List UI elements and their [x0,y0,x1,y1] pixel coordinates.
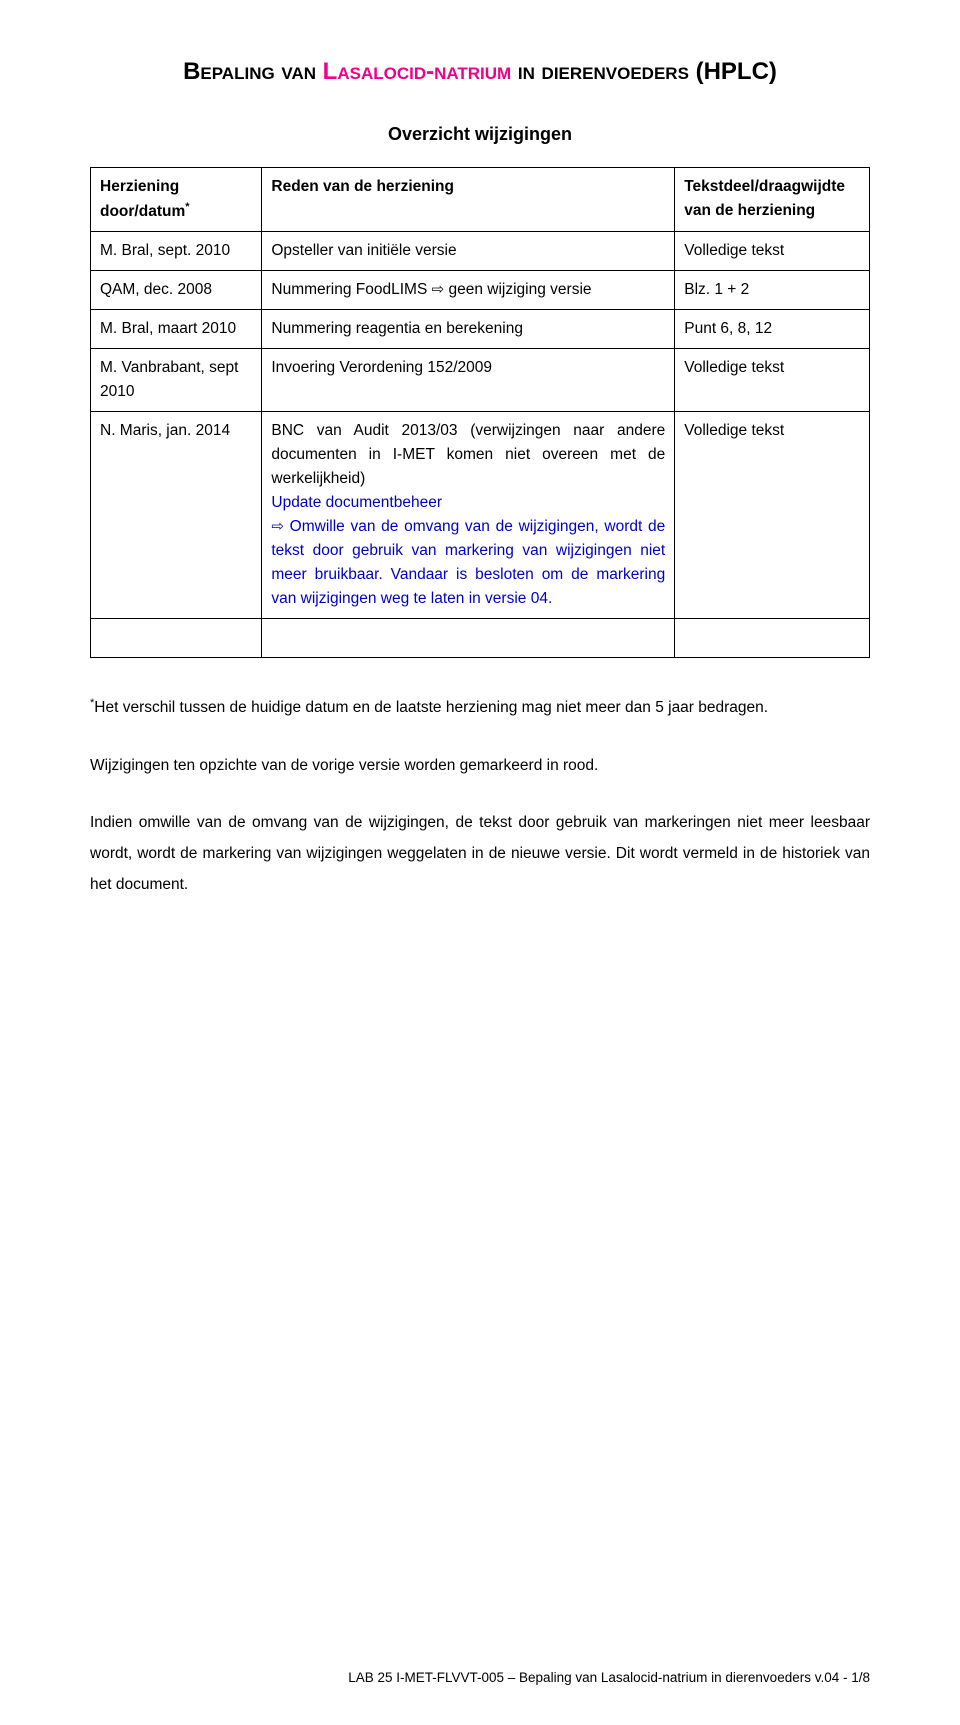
cell-empty [675,619,870,658]
arrow-icon: ⇨ [271,515,284,538]
cell-c3: Volledige tekst [675,412,870,619]
th-c3-l2: van de herziening [684,202,815,219]
footnote: *Het verschil tussen de huidige datum en… [90,692,870,723]
th-c1-l2: door/datum [100,203,185,220]
cell-c2: BNC van Audit 2013/03 (verwijzingen naar… [262,412,675,619]
cell-c3: Blz. 1 + 2 [675,271,870,310]
table-row: N. Maris, jan. 2014 BNC van Audit 2013/0… [91,412,870,619]
page-footer: LAB 25 I-MET-FLVVT-005 – Bepaling van La… [348,1670,870,1685]
cell-c2: Invoering Verordening 152/2009 [262,349,675,412]
cell-c2: Nummering reagentia en berekening [262,310,675,349]
cell-c1: M. Bral, maart 2010 [91,310,262,349]
table-header-tekstdeel: Tekstdeel/draagwijdte van de herziening [675,168,870,232]
cell-c3: Punt 6, 8, 12 [675,310,870,349]
revision-table: Herziening door/datum* Reden van de herz… [90,167,870,658]
table-row: M. Bral, maart 2010 Nummering reagentia … [91,310,870,349]
table-header-reden: Reden van de herziening [262,168,675,232]
th-c1-sup: * [185,201,189,213]
cell-c1: QAM, dec. 2008 [91,271,262,310]
cell-c2: Opsteller van initiële versie [262,232,675,271]
subtitle: Overzicht wijzigingen [90,124,870,145]
cell-c2-p3: ⇨ Omwille van de omvang van de wijziging… [271,515,665,611]
cell-c3: Volledige tekst [675,349,870,412]
cell-c3: Volledige tekst [675,232,870,271]
table-row: M. Bral, sept. 2010 Opsteller van initië… [91,232,870,271]
arrow-icon: ⇨ [432,278,445,301]
table-row-empty [91,619,870,658]
cell-c1: M. Bral, sept. 2010 [91,232,262,271]
cell-c2-p1: BNC van Audit 2013/03 (verwijzingen naar… [271,419,665,491]
th-c1-l1: Herziening [100,178,179,195]
cell-empty [91,619,262,658]
cell-c2-p2: Update documentbeheer [271,491,665,515]
paragraph-3: Indien omwille van de omvang van de wijz… [90,807,870,900]
table-header-herziening: Herziening door/datum* [91,168,262,232]
table-row: M. Vanbrabant, sept 2010 Invoering Veror… [91,349,870,412]
th-c3-l1: Tekstdeel/draagwijdte [684,178,845,195]
title-part-3: in dierenvoeders [511,58,695,85]
table-header-row: Herziening door/datum* Reden van de herz… [91,168,870,232]
cell-c1: N. Maris, jan. 2014 [91,412,262,619]
footnote-text: Het verschil tussen de huidige datum en … [94,700,768,717]
cell-c2: Nummering FoodLIMS ⇨ geen wijziging vers… [262,271,675,310]
title-part-4: (HPLC) [696,58,777,85]
document-page: Bepaling van Lasalocid-natrium in dieren… [0,0,960,1725]
body-text: *Het verschil tussen de huidige datum en… [90,692,870,899]
cell-c1: M. Vanbrabant, sept 2010 [91,349,262,412]
table-row: QAM, dec. 2008 Nummering FoodLIMS ⇨ geen… [91,271,870,310]
page-title: Bepaling van Lasalocid-natrium in dieren… [90,58,870,86]
cell-c2-text-pre: Nummering FoodLIMS [271,281,431,298]
title-part-2: Lasalocid-natrium [323,58,512,85]
title-part-1: Bepaling van [183,58,323,85]
cell-c2-text-post: geen wijziging versie [444,281,591,298]
cell-empty [262,619,675,658]
paragraph-2: Wijzigingen ten opzichte van de vorige v… [90,750,870,781]
